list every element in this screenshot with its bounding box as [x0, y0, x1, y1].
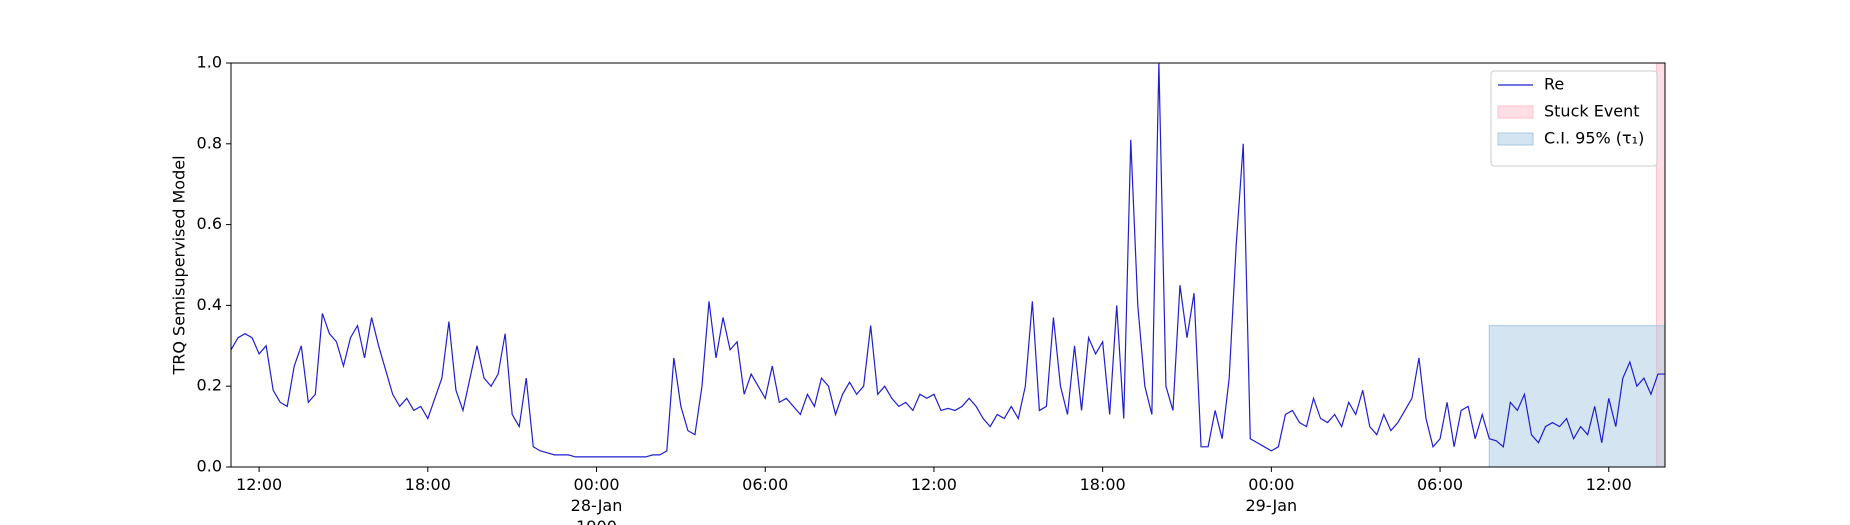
x-tick-label: 00:00 29-Jan	[1246, 475, 1298, 515]
x-tick-label: 18:00	[1080, 475, 1126, 494]
legend-label: Stuck Event	[1544, 102, 1640, 121]
y-tick-label: 0.8	[197, 133, 222, 152]
y-tick-label: 1.0	[197, 53, 222, 72]
y-tick-label: 0.0	[197, 457, 222, 476]
plot-frame	[230, 62, 1666, 468]
data-line	[230, 62, 1665, 458]
x-tick-label: 12:00	[236, 475, 282, 494]
y-tick-label: 0.2	[197, 376, 222, 395]
x-tick-label: 12:00	[1586, 475, 1632, 494]
y-tick-label: 0.4	[197, 295, 222, 314]
y-tick-label: 0.6	[197, 214, 222, 233]
x-tick-label: 12:00	[911, 475, 957, 494]
x-tick-label: 06:00	[742, 475, 788, 494]
legend-swatch	[1497, 105, 1534, 119]
x-tick-label: 18:00	[405, 475, 451, 494]
y-axis-label: TRQ Semisupervised Model	[170, 155, 189, 375]
legend-label: Re	[1544, 75, 1564, 94]
legend-swatch	[1497, 132, 1534, 146]
x-tick-label: 06:00	[1417, 475, 1463, 494]
legend-label: C.I. 95% (τ₁)	[1544, 129, 1644, 148]
span-region	[1488, 325, 1666, 468]
